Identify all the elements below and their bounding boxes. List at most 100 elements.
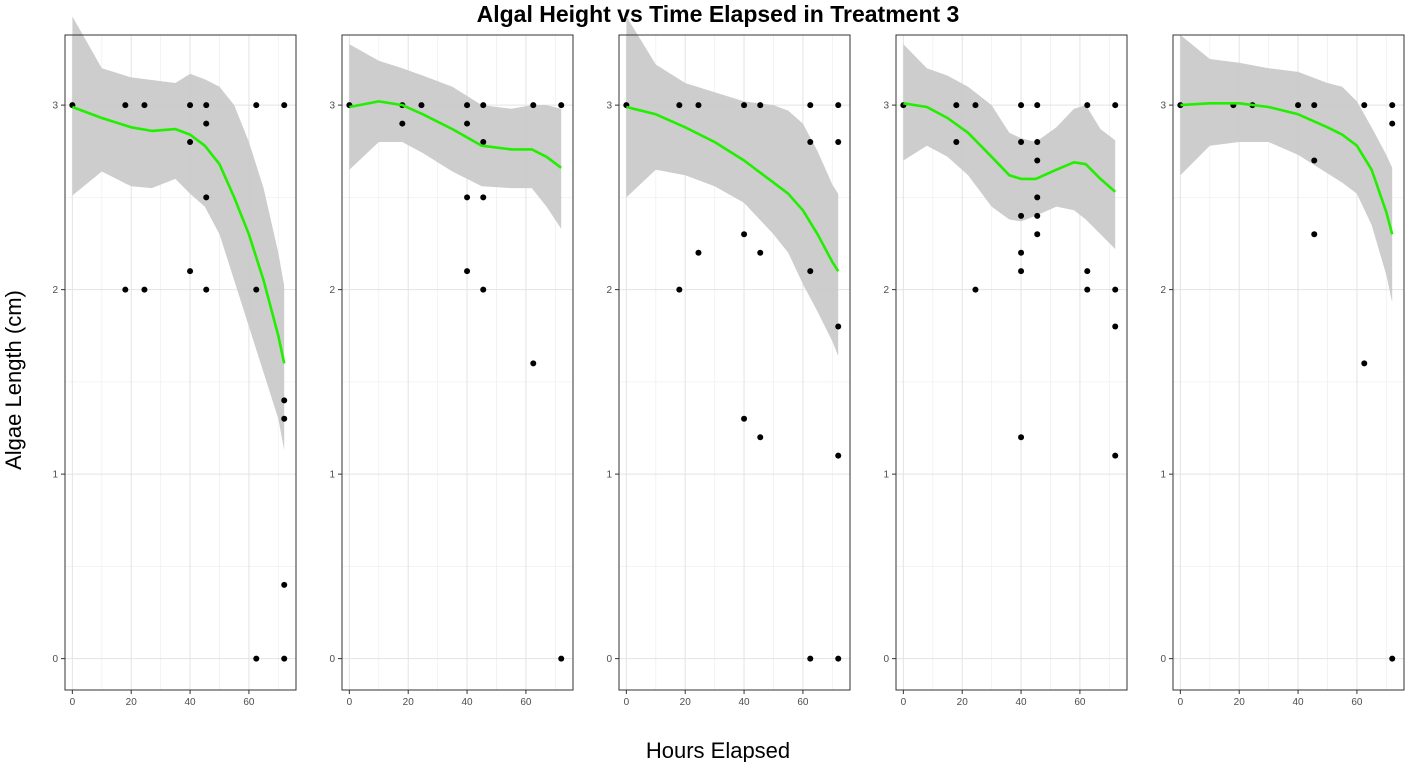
y-tick-label: 0 <box>329 654 335 665</box>
data-point <box>1084 268 1091 275</box>
y-tick-label: 2 <box>606 285 612 296</box>
y-tick-label: 1 <box>883 470 889 481</box>
data-point <box>695 249 702 256</box>
data-point <box>187 139 194 146</box>
data-point <box>757 102 764 109</box>
data-point <box>807 655 814 662</box>
x-tick-label: 20 <box>680 697 692 708</box>
y-tick-label: 0 <box>52 654 58 665</box>
data-point <box>741 231 748 238</box>
x-tick-label: 20 <box>957 697 969 708</box>
data-point <box>835 139 842 146</box>
confidence-band <box>626 16 839 356</box>
y-tick-label: 3 <box>329 101 335 112</box>
y-tick-label: 3 <box>1160 101 1166 112</box>
data-point <box>1112 452 1119 459</box>
data-point <box>203 194 210 201</box>
data-point <box>1295 102 1302 109</box>
data-point <box>1034 194 1041 201</box>
data-point <box>972 102 979 109</box>
data-point <box>1034 231 1041 238</box>
x-tick-label: 0 <box>1178 697 1184 708</box>
data-point <box>1177 102 1184 109</box>
x-tick-label: 40 <box>1016 697 1028 708</box>
y-tick-label: 2 <box>883 285 889 296</box>
data-point <box>1112 286 1119 293</box>
x-tick-label: 0 <box>901 697 907 708</box>
data-point <box>1389 655 1396 662</box>
data-point <box>418 102 425 109</box>
data-point <box>835 452 842 459</box>
data-point <box>141 286 148 293</box>
x-tick-label: 20 <box>403 697 415 708</box>
x-tick-label: 60 <box>243 697 255 708</box>
y-tick-label: 1 <box>1160 470 1166 481</box>
data-point <box>253 655 260 662</box>
data-point <box>1018 139 1025 146</box>
data-point <box>1018 102 1025 109</box>
y-tick-label: 2 <box>52 285 58 296</box>
x-tick-label: 0 <box>347 697 353 708</box>
panel-border <box>64 34 297 691</box>
x-tick-label: 60 <box>520 697 532 708</box>
data-point <box>1018 268 1025 275</box>
y-tick-label: 3 <box>606 101 612 112</box>
panel-border <box>341 34 574 691</box>
x-tick-label: 0 <box>624 697 630 708</box>
data-point <box>1361 102 1368 109</box>
panel-border <box>895 34 1128 691</box>
data-point <box>1311 102 1318 109</box>
y-tick-label: 0 <box>606 654 612 665</box>
data-point <box>281 415 288 422</box>
data-point <box>757 249 764 256</box>
data-point <box>1389 102 1396 109</box>
panel-1: 0 20 40 60 0 1 2 3 <box>52 16 297 708</box>
y-tick-label: 3 <box>52 101 58 112</box>
y-tick-label: 0 <box>1160 654 1166 665</box>
y-tick-label: 3 <box>883 101 889 112</box>
x-tick-label: 60 <box>797 697 809 708</box>
panel-2: 0 20 40 60 0 1 2 3 <box>329 34 574 708</box>
smooth-line <box>1180 102 1394 235</box>
data-point <box>835 102 842 109</box>
data-point <box>1018 434 1025 441</box>
chart-title: Algal Height vs Time Elapsed in Treatmen… <box>477 1 960 27</box>
data-point <box>1034 212 1041 219</box>
data-point <box>741 102 748 109</box>
data-point <box>281 655 288 662</box>
data-point <box>1311 157 1318 164</box>
x-axis-title: Hours Elapsed <box>646 738 790 762</box>
x-tick-label: 60 <box>1074 697 1086 708</box>
data-point <box>807 102 814 109</box>
data-point <box>1361 360 1368 367</box>
data-point <box>953 139 960 146</box>
y-axis-title: Algae Length (cm) <box>1 290 26 470</box>
data-point <box>281 102 288 109</box>
data-point <box>464 268 471 275</box>
data-point <box>187 102 194 109</box>
data-point <box>253 102 260 109</box>
y-tick-label: 0 <box>883 654 889 665</box>
smooth-line <box>903 102 1117 193</box>
data-point <box>807 139 814 146</box>
y-tick-label: 2 <box>1160 285 1166 296</box>
panel-3: 0 20 40 60 0 1 2 3 <box>606 16 851 708</box>
data-point <box>203 120 210 127</box>
data-point <box>122 286 129 293</box>
data-point <box>953 102 960 109</box>
y-tick-label: 1 <box>329 470 335 481</box>
data-point <box>757 434 764 441</box>
data-point <box>558 655 565 662</box>
panel-border <box>618 34 851 691</box>
data-point <box>480 139 487 146</box>
data-point <box>187 268 194 275</box>
y-tick-label: 1 <box>52 470 58 481</box>
data-point <box>1034 102 1041 109</box>
data-point <box>203 102 210 109</box>
data-point <box>835 323 842 330</box>
data-point <box>281 581 288 588</box>
data-point <box>1084 286 1091 293</box>
smooth-line <box>626 105 840 272</box>
data-point <box>281 397 288 404</box>
